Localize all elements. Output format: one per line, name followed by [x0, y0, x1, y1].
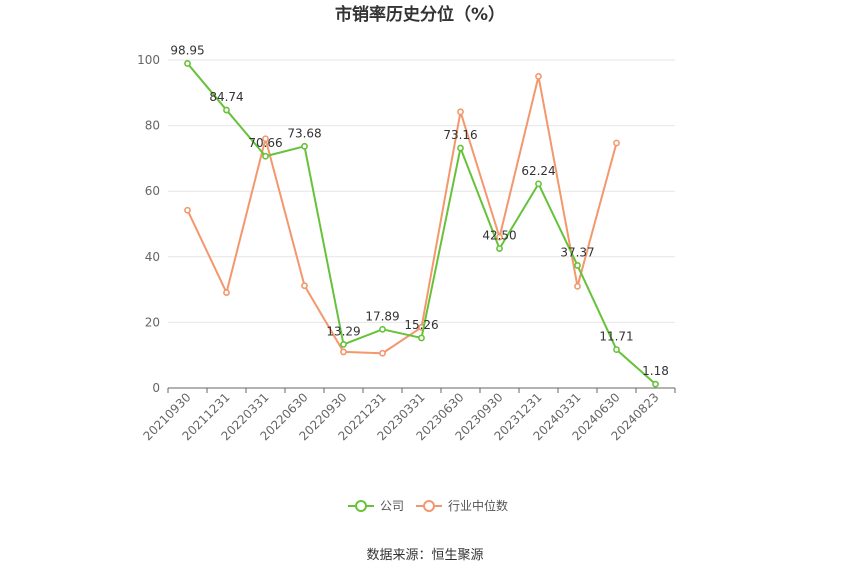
data-point — [340, 348, 347, 356]
data-point — [652, 380, 659, 388]
data-label: 17.89 — [365, 309, 399, 323]
data-point — [457, 144, 464, 152]
data-label: 37.37 — [560, 245, 594, 259]
data-point — [184, 206, 191, 214]
data-label: 84.74 — [209, 90, 243, 104]
data-label: 11.71 — [599, 330, 633, 344]
y-tick-label: 60 — [145, 184, 160, 198]
data-point — [574, 282, 581, 290]
y-axis: 0 20 40 60 80 100 — [137, 53, 160, 395]
data-point — [262, 135, 269, 143]
data-point — [262, 152, 269, 160]
data-label: 73.16 — [443, 128, 477, 142]
data-point — [613, 346, 620, 353]
data-point — [379, 325, 386, 333]
data-label: 98.95 — [170, 43, 204, 57]
data-label: 62.24 — [521, 164, 555, 178]
data-point — [301, 142, 308, 150]
data-point — [535, 180, 542, 188]
data-labels: 98.95 84.74 70.66 73.68 13.29 17.89 15.26 73.16… — [170, 43, 669, 378]
data-point — [340, 341, 347, 348]
y-tick-label: 40 — [145, 250, 160, 264]
data-label: 1.18 — [642, 364, 669, 378]
series-layer — [184, 60, 659, 388]
x-axis: 2021093020211231202203312022063020220930… — [141, 387, 676, 443]
data-point — [301, 282, 308, 290]
y-tick-label: 80 — [145, 119, 160, 133]
data-point — [223, 106, 230, 114]
data-point — [613, 139, 620, 147]
series-line — [186, 75, 618, 355]
data-label: 13.29 — [326, 324, 360, 338]
legend-swatch-marker — [423, 500, 435, 512]
data-point — [535, 73, 542, 80]
legend-swatch-marker — [355, 500, 367, 512]
legend-label: 公司 — [380, 499, 404, 513]
data-point — [418, 334, 425, 342]
data-point — [379, 349, 386, 357]
data-point — [223, 289, 230, 296]
data-point — [457, 108, 464, 116]
data-point — [496, 233, 503, 241]
data-label: 73.68 — [287, 126, 321, 140]
data-label: 15.26 — [404, 318, 438, 332]
data-point — [574, 262, 581, 269]
y-tick-label: 20 — [145, 315, 160, 329]
legend-item[interactable]: 公司 — [348, 499, 404, 513]
legend[interactable]: 公司 行业中位数 — [348, 498, 508, 513]
chart-title: 市销率历史分位（%） — [335, 4, 505, 25]
data-label: 42.50 — [482, 229, 516, 243]
legend-item[interactable]: 行业中位数 — [416, 498, 508, 513]
grid-lines — [168, 59, 675, 323]
y-tick-label: 100 — [137, 53, 160, 67]
data-point — [496, 245, 503, 252]
data-label: 70.66 — [248, 136, 282, 150]
data-point — [184, 60, 191, 67]
y-tick-label: 0 — [152, 381, 160, 395]
legend-label: 行业中位数 — [448, 498, 508, 513]
source-note: 数据来源：恒生聚源 — [366, 548, 483, 563]
